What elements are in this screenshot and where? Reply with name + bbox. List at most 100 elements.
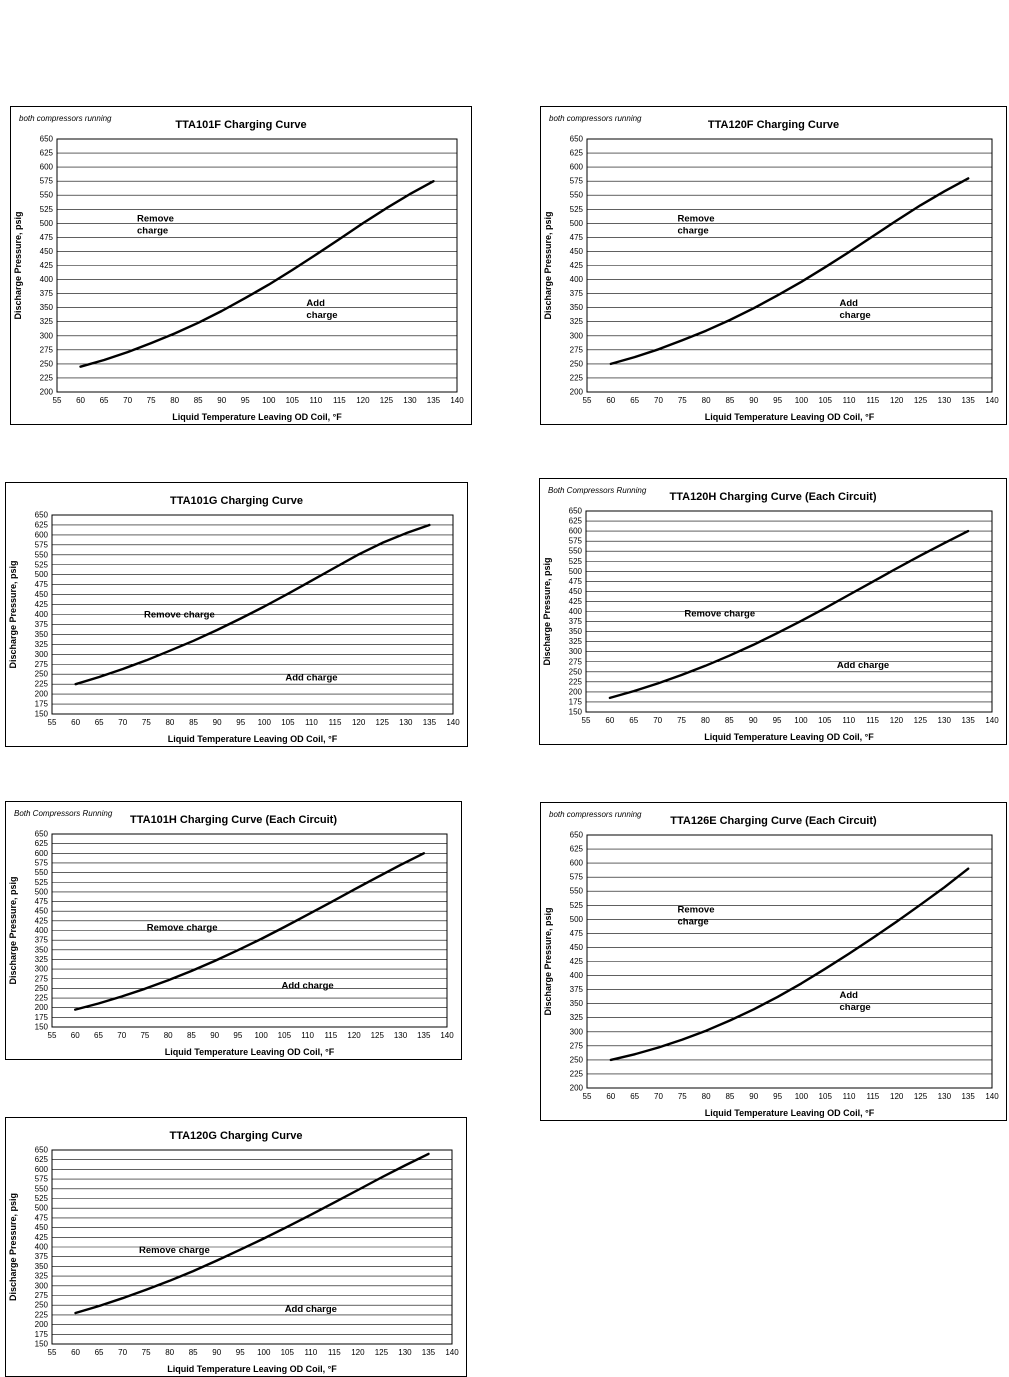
x-tick-label: 105 (281, 1348, 295, 1357)
x-tick-label: 60 (71, 1031, 80, 1040)
y-tick-label: 475 (35, 897, 49, 906)
y-tick-label: 425 (35, 600, 49, 609)
y-tick-label: 225 (570, 373, 584, 382)
y-tick-label: 325 (570, 317, 584, 326)
y-tick-label: 575 (570, 873, 584, 882)
y-tick-label: 550 (569, 547, 583, 556)
chart-title: TTA120H Charging Curve (Each Circuit) (669, 491, 877, 503)
y-tick-label: 350 (570, 303, 584, 312)
x-tick-label: 90 (217, 396, 226, 405)
y-tick-label: 300 (40, 331, 54, 340)
y-tick-label: 600 (570, 859, 584, 868)
annotation-remove-charge: charge (678, 917, 709, 928)
y-tick-label: 275 (40, 345, 54, 354)
x-tick-label: 130 (938, 1092, 952, 1101)
x-tick-label: 95 (233, 1031, 242, 1040)
x-tick-label: 120 (347, 1031, 361, 1040)
x-tick-label: 85 (187, 1031, 196, 1040)
chart-plot: 200 225 250 275 300 325 350 375 400 425 450 475 500 5… (543, 831, 999, 1119)
y-axis-label: Discharge Pressure, psig (8, 876, 18, 984)
y-tick-label: 375 (35, 1252, 49, 1261)
y-axis-label: Discharge Pressure, psig (543, 907, 553, 1015)
x-tick-label: 130 (938, 716, 952, 725)
y-tick-label: 325 (570, 1013, 584, 1022)
x-tick-label: 60 (76, 396, 85, 405)
annotation-add-charge: charge (840, 310, 871, 321)
y-tick-label: 350 (35, 1262, 49, 1271)
x-tick-label: 90 (213, 718, 222, 727)
y-tick-label: 400 (35, 926, 49, 935)
chart-tta101f-charging-curve: both compressors running TTA101F Charging… (10, 106, 472, 425)
y-tick-label: 300 (35, 965, 49, 974)
y-tick-label: 575 (570, 177, 584, 186)
x-tick-label: 95 (236, 1348, 245, 1357)
x-tick-label: 115 (329, 718, 342, 727)
x-tick-label: 75 (140, 1031, 149, 1040)
x-tick-label: 95 (773, 716, 782, 725)
x-tick-label: 60 (71, 718, 80, 727)
x-tick-label: 65 (630, 1092, 639, 1101)
x-tick-label: 110 (309, 396, 322, 405)
y-tick-label: 525 (570, 901, 584, 910)
y-tick-label: 150 (569, 708, 583, 717)
x-tick-label: 85 (189, 718, 198, 727)
y-tick-label: 650 (570, 135, 584, 144)
chart-tta101g-charging-curve: TTA101G Charging Curve 150 175 200 225 250 275… (5, 482, 468, 747)
chart-tta120g-charging-curve: TTA120G Charging Curve 150 175 200 225 250 275… (5, 1117, 467, 1377)
x-tick-label: 135 (961, 1092, 975, 1101)
x-tick-label: 90 (210, 1031, 219, 1040)
chart-tta101h-charging-curve: Both Compressors Running TTA101H Charging… (5, 801, 462, 1060)
x-tick-label: 105 (818, 716, 832, 725)
x-tick-label: 115 (324, 1031, 337, 1040)
y-tick-label: 275 (35, 1291, 49, 1300)
y-tick-label: 400 (40, 275, 54, 284)
annotation-remove-charge: Remove (678, 905, 715, 916)
chart-plot: 1501752002252502753003253503754004254504… (8, 511, 460, 745)
x-tick-label: 70 (118, 1348, 127, 1357)
x-tick-label: 100 (258, 718, 272, 727)
x-tick-label: 120 (890, 716, 904, 725)
x-tick-label: 65 (630, 396, 639, 405)
x-tick-label: 95 (241, 396, 250, 405)
x-tick-label: 120 (890, 396, 904, 405)
y-tick-label: 500 (35, 1204, 49, 1213)
x-tick-label: 135 (427, 396, 441, 405)
plot-border (585, 510, 993, 713)
x-tick-label: 75 (678, 396, 687, 405)
x-tick-label: 80 (165, 718, 174, 727)
y-tick-label: 425 (570, 261, 584, 270)
x-tick-label: 85 (194, 396, 203, 405)
chart-plot: 1501752002252502753003253503754004254504… (8, 1146, 459, 1375)
x-tick-label: 85 (189, 1348, 198, 1357)
y-tick-label: 525 (569, 557, 583, 566)
y-tick-label: 325 (35, 955, 49, 964)
x-tick-label: 80 (701, 716, 710, 725)
y-tick-label: 525 (570, 205, 584, 214)
y-tick-label: 150 (35, 1023, 49, 1032)
y-tick-label: 575 (569, 537, 583, 546)
y-tick-label: 375 (570, 289, 584, 298)
x-tick-label: 60 (605, 716, 614, 725)
x-axis-label: Liquid Temperature Leaving OD Coil, °F (167, 1364, 337, 1374)
y-tick-label: 550 (35, 868, 49, 877)
chart-note: both compressors running (549, 810, 642, 819)
y-tick-label: 550 (40, 191, 54, 200)
y-tick-label: 375 (35, 936, 49, 945)
y-tick-label: 625 (35, 839, 49, 848)
x-tick-label: 115 (333, 396, 346, 405)
x-tick-label: 90 (749, 716, 758, 725)
x-tick-label: 125 (914, 1092, 928, 1101)
y-tick-label: 500 (40, 219, 54, 228)
y-tick-label: 475 (570, 929, 584, 938)
y-tick-label: 200 (570, 1084, 584, 1093)
y-tick-label: 275 (570, 345, 584, 354)
y-tick-label: 225 (35, 994, 49, 1003)
x-tick-label: 135 (422, 1348, 436, 1357)
y-tick-label: 400 (35, 1243, 49, 1252)
x-tick-label: 55 (583, 396, 592, 405)
x-tick-label: 55 (53, 396, 62, 405)
x-tick-label: 130 (394, 1031, 408, 1040)
x-tick-label: 60 (606, 396, 615, 405)
x-tick-label: 115 (328, 1348, 341, 1357)
x-tick-label: 90 (212, 1348, 221, 1357)
